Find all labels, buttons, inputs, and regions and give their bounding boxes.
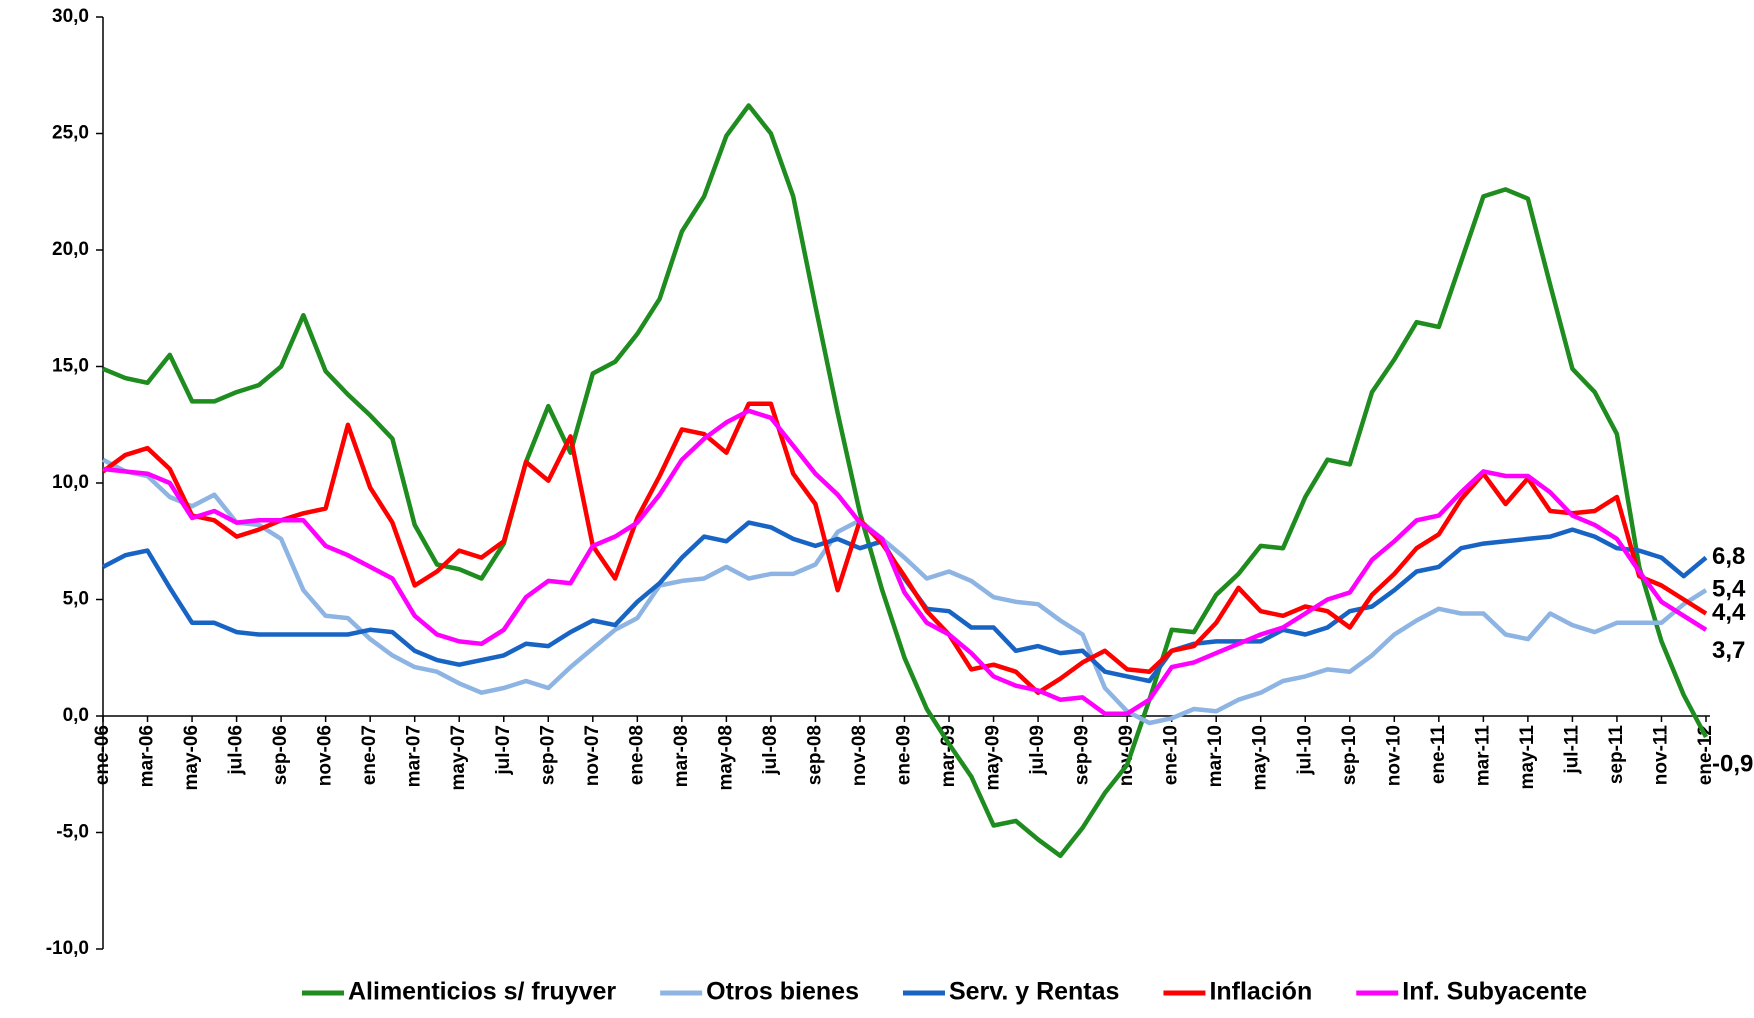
y-tick-label: 5,0 [63,589,89,610]
series-line [102,103,1708,859]
x-tick-label: sep-06 [270,725,291,785]
x-tick-label: may-09 [983,725,1004,791]
value-label: -0,9 [1712,750,1753,777]
y-tick-label: 10,0 [52,472,89,493]
x-tick-label: nov-07 [582,725,603,786]
x-tick-label: ene-12 [1695,725,1716,785]
x-tick-label: jul-09 [1027,725,1048,776]
legend-label: Inflación [1209,978,1312,1006]
legend: Alimenticios s/ fruyver Otros bienes Serv.… [301,978,1587,1006]
y-tick-label: 20,0 [52,239,89,260]
value-label: 6,8 [1712,543,1745,570]
x-tick-label: may-08 [715,725,736,791]
x-tick-label: may-11 [1517,725,1538,790]
x-tick-label: jul-06 [226,725,247,776]
x-tick-label: sep-11 [1606,725,1627,785]
x-tick-label: ene-08 [626,725,647,785]
x-tick-label: jul-11 [1561,725,1582,775]
value-label: 4,4 [1712,599,1746,626]
x-tick-label: mar-06 [137,725,158,787]
y-tick-label: 0,0 [63,705,89,726]
x-tick-label: jul-07 [493,725,514,776]
x-tick-label: mar-09 [938,725,959,787]
value-label: 5,4 [1712,576,1746,603]
x-tick-label: may-10 [1250,725,1271,791]
x-tick-label: ene-07 [359,725,380,785]
legend-label: Alimenticios s/ fruyver [348,978,616,1006]
x-tick-label: ene-11 [1428,725,1449,785]
x-tick-label: nov-08 [849,725,870,786]
x-tick-label: ene-10 [1161,725,1182,785]
x-tick-label: may-07 [448,725,469,791]
x-tick-label: sep-09 [1072,725,1093,785]
x-tick-label: mar-08 [671,725,692,787]
x-tick-label: may-06 [181,725,202,791]
y-tick-label: -10,0 [46,938,89,959]
x-tick-label: jul-08 [760,725,781,776]
x-tick-label: nov-10 [1383,725,1404,786]
x-tick-label: sep-07 [537,725,558,785]
series-line [102,408,1708,716]
x-tick-label: nov-06 [315,725,336,786]
y-tick-label: 30,0 [52,6,89,27]
x-tick-label: ene-06 [92,725,113,785]
legend-label: Serv. y Rentas [949,978,1119,1006]
y-tick-label: 15,0 [52,356,89,377]
x-tick-label: mar-11 [1472,725,1493,787]
legend-label: Inf. Subyacente [1402,978,1587,1006]
y-tick-label: -5,0 [56,822,89,843]
y-tick-label: 25,0 [52,123,89,144]
x-tick-label: sep-10 [1339,725,1360,785]
value-label: 3,7 [1712,637,1745,664]
x-tick-label: sep-08 [804,725,825,785]
x-tick-label: nov-11 [1650,725,1671,786]
x-tick-label: jul-10 [1294,725,1315,776]
x-tick-label: mar-10 [1205,725,1226,787]
x-tick-label: ene-09 [894,725,915,785]
legend-label: Otros bienes [706,978,859,1006]
series-line [101,457,1708,726]
series-line [101,401,1708,695]
x-tick-label: mar-07 [404,725,425,787]
